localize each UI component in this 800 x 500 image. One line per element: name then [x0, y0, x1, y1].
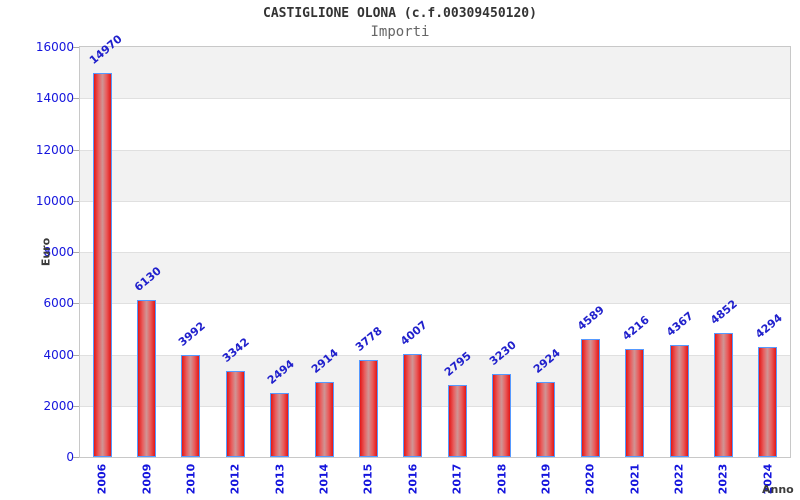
gridline	[80, 354, 790, 356]
bar-2017	[447, 385, 467, 457]
bar-2013	[270, 393, 290, 457]
y-tick-mark	[73, 405, 79, 407]
gridline	[80, 149, 790, 151]
bar-2024	[758, 346, 778, 457]
x-tick-label: 2016	[406, 463, 420, 495]
x-tick-label: 2006	[95, 463, 109, 495]
y-tick-mark	[73, 200, 79, 202]
x-tick-label: 2021	[628, 463, 642, 495]
plot-band	[80, 252, 790, 304]
bar-2012	[225, 371, 245, 457]
y-tick-label: 8000	[43, 245, 74, 259]
y-tick-mark	[73, 149, 79, 151]
x-tick-label: 2018	[495, 463, 509, 495]
x-tick-label: 2009	[140, 463, 154, 495]
y-axis-title: Euro	[39, 237, 53, 267]
y-tick-label: 12000	[35, 142, 74, 157]
plot-band	[80, 47, 790, 99]
x-tick-label: 2010	[184, 463, 198, 495]
bar-2016	[403, 354, 423, 457]
chart-subtitle: Importi	[370, 24, 430, 40]
chart-title: CASTIGLIONE OLONA (c.f.00309450120)	[263, 6, 537, 21]
y-tick-mark	[73, 303, 79, 305]
y-tick-label: 14000	[35, 91, 74, 106]
gridline	[80, 200, 790, 202]
y-tick-mark	[73, 98, 79, 100]
y-tick-mark	[73, 354, 79, 356]
plot-band	[80, 98, 790, 150]
plot-band	[80, 149, 790, 201]
x-tick-label: 2013	[273, 463, 287, 495]
bar-2020	[580, 339, 600, 457]
x-tick-label: 2015	[361, 463, 375, 495]
y-tick-label: 2000	[43, 398, 74, 413]
plot-band	[80, 200, 790, 252]
gridline	[80, 303, 790, 305]
y-tick-label: 0	[66, 450, 74, 464]
bar-2006	[92, 73, 112, 457]
bar-2021	[625, 348, 645, 457]
x-tick-label: 2017	[450, 463, 464, 495]
y-tick-label: 10000	[35, 193, 74, 208]
y-tick-mark	[73, 47, 79, 48]
y-tick-label: 4000	[43, 347, 74, 362]
y-tick-mark	[73, 252, 79, 253]
y-tick-mark	[73, 457, 79, 458]
bar-2019	[536, 382, 556, 457]
x-tick-label: 2014	[317, 463, 331, 495]
x-axis-title: Anno	[762, 483, 794, 496]
y-tick-label: 6000	[43, 296, 74, 311]
x-tick-label: 2020	[583, 463, 597, 495]
bar-2014	[314, 382, 334, 457]
x-tick-label: 2019	[539, 463, 553, 495]
x-tick-label: 2023	[716, 463, 730, 495]
bar-2018	[492, 374, 512, 457]
bar-2009	[137, 299, 157, 457]
x-tick-label: 2022	[672, 463, 686, 495]
bar-2015	[358, 360, 378, 457]
gridline	[80, 98, 790, 100]
bar-2010	[181, 354, 201, 457]
gridline	[80, 405, 790, 407]
x-tick-label: 2012	[228, 463, 242, 495]
y-tick-label: 16000	[35, 40, 74, 54]
bar-2023	[713, 332, 733, 457]
bar-2022	[669, 345, 689, 457]
gridline	[80, 252, 790, 253]
